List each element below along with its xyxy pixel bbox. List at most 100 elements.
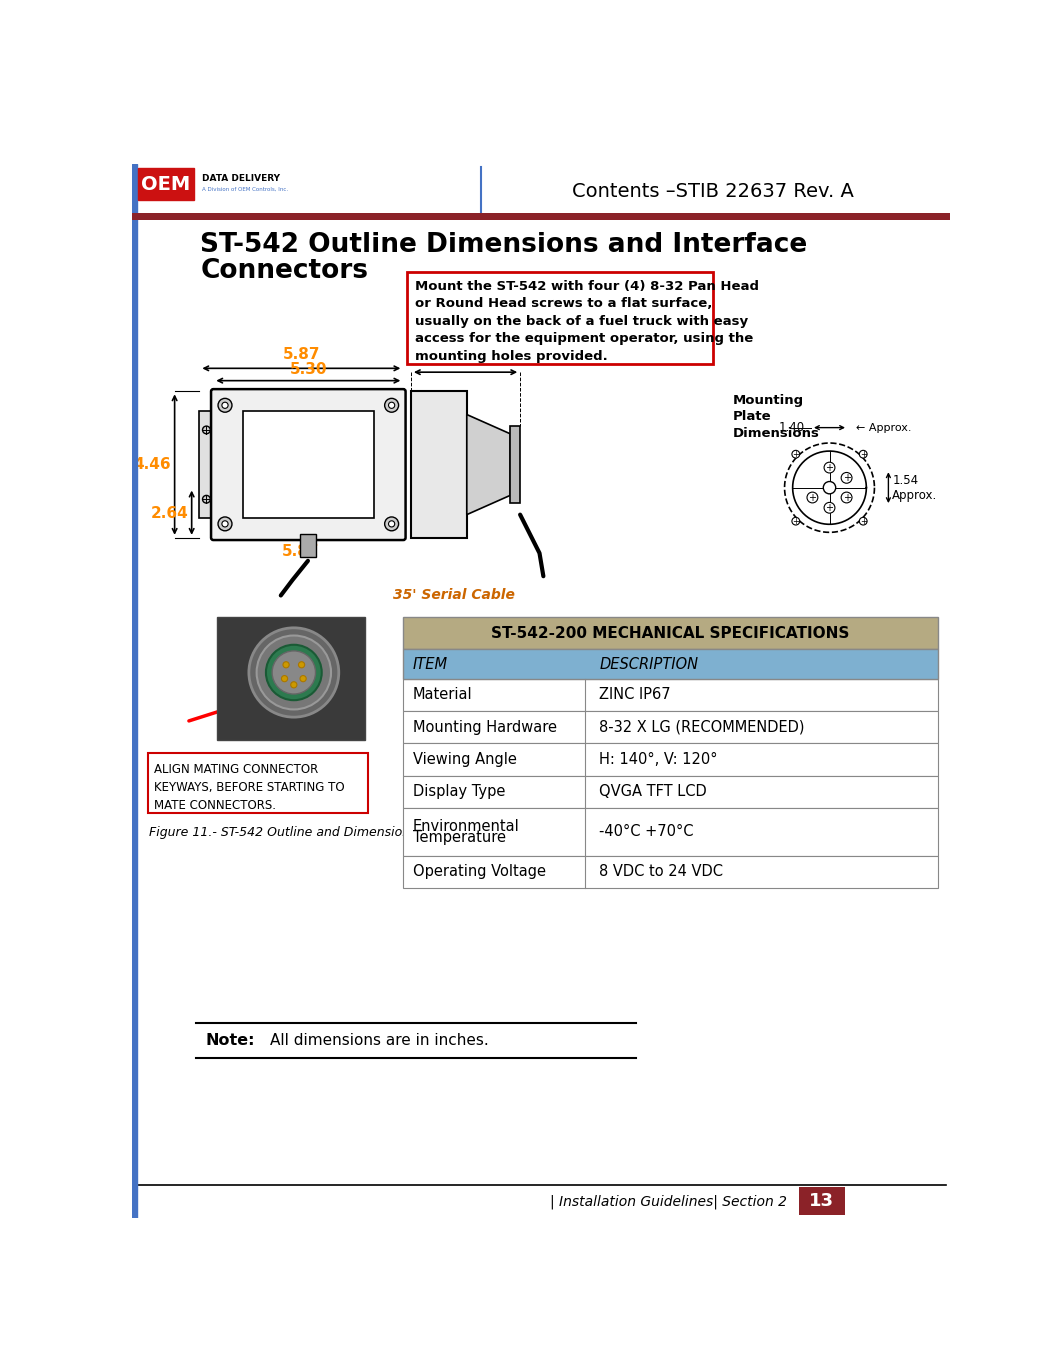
Bar xyxy=(403,617,938,649)
Text: +: + xyxy=(843,493,850,502)
Circle shape xyxy=(257,635,331,709)
Circle shape xyxy=(792,450,799,459)
Text: 4.46: 4.46 xyxy=(133,457,171,472)
Bar xyxy=(403,649,938,679)
Text: +: + xyxy=(826,463,833,472)
Bar xyxy=(132,164,136,1218)
Text: +: + xyxy=(860,449,867,459)
Circle shape xyxy=(384,517,398,531)
Text: Environmental: Environmental xyxy=(413,819,520,834)
Circle shape xyxy=(860,517,867,526)
Bar xyxy=(403,679,938,711)
Bar xyxy=(148,753,369,813)
Circle shape xyxy=(290,682,297,687)
Text: 5.30: 5.30 xyxy=(289,361,327,376)
Bar xyxy=(403,808,938,856)
Text: +: + xyxy=(826,502,833,513)
Text: DESCRIPTION: DESCRIPTION xyxy=(600,657,698,672)
Text: Mount the ST-542 with four (4) 8-32 Pan Head
or Round Head screws to a flat surf: Mount the ST-542 with four (4) 8-32 Pan … xyxy=(415,279,759,363)
Text: | Installation Guidelines| Section 2: | Installation Guidelines| Section 2 xyxy=(550,1194,787,1209)
Circle shape xyxy=(203,426,210,434)
Text: Temperature: Temperature xyxy=(413,830,506,845)
Bar xyxy=(403,856,938,888)
Text: All dimensions are in inches.: All dimensions are in inches. xyxy=(270,1034,489,1049)
Text: OEM: OEM xyxy=(142,175,191,194)
Text: Viewing Angle: Viewing Angle xyxy=(413,752,516,767)
Bar xyxy=(243,411,374,519)
Text: Note:: Note: xyxy=(206,1034,256,1049)
Text: Connectors: Connectors xyxy=(201,259,369,285)
Text: 2.64: 2.64 xyxy=(151,505,189,520)
Circle shape xyxy=(249,628,339,717)
Bar xyxy=(218,617,364,741)
Text: 13: 13 xyxy=(809,1191,834,1210)
Circle shape xyxy=(266,645,322,700)
Circle shape xyxy=(281,675,287,682)
Text: -40°C +70°C: -40°C +70°C xyxy=(600,824,694,839)
Text: 6.65: 6.65 xyxy=(447,350,485,366)
Text: +: + xyxy=(843,472,850,483)
Bar xyxy=(411,392,467,538)
Bar xyxy=(132,212,950,219)
Bar xyxy=(132,164,950,216)
Text: Material: Material xyxy=(413,687,472,702)
Bar xyxy=(200,411,213,519)
Bar xyxy=(403,711,938,743)
Polygon shape xyxy=(467,415,510,515)
Text: Contents –STIB 22637 Rev. A: Contents –STIB 22637 Rev. A xyxy=(572,182,854,201)
Circle shape xyxy=(222,402,228,408)
Circle shape xyxy=(389,402,395,408)
Circle shape xyxy=(824,502,835,513)
Text: 8-32 X LG (RECOMMENDED): 8-32 X LG (RECOMMENDED) xyxy=(600,720,805,735)
Text: 1.40: 1.40 xyxy=(778,422,805,434)
Text: DATA DELIVERY: DATA DELIVERY xyxy=(202,174,280,182)
Bar xyxy=(798,1187,845,1214)
FancyBboxPatch shape xyxy=(211,389,406,539)
Circle shape xyxy=(824,463,835,472)
Text: ZINC IP67: ZINC IP67 xyxy=(600,687,671,702)
Text: ST-542-200 MECHANICAL SPECIFICATIONS: ST-542-200 MECHANICAL SPECIFICATIONS xyxy=(491,626,850,641)
Circle shape xyxy=(283,661,289,668)
Text: ← Approx.: ← Approx. xyxy=(855,423,911,433)
Circle shape xyxy=(807,491,817,502)
Circle shape xyxy=(299,661,305,668)
Circle shape xyxy=(272,650,316,694)
Bar xyxy=(408,272,713,364)
Circle shape xyxy=(300,675,306,682)
Text: ALIGN MATING CONNECTOR
KEYWAYS, BEFORE STARTING TO
MATE CONNECTORS.: ALIGN MATING CONNECTOR KEYWAYS, BEFORE S… xyxy=(154,763,344,812)
Text: A Division of OEM Controls, Inc.: A Division of OEM Controls, Inc. xyxy=(202,186,288,192)
Text: 1.54
Approx.: 1.54 Approx. xyxy=(892,474,938,501)
Text: 5.87: 5.87 xyxy=(282,543,319,559)
Bar xyxy=(510,426,521,502)
Circle shape xyxy=(792,517,799,526)
Bar xyxy=(300,534,316,557)
Text: H: 140°, V: 120°: H: 140°, V: 120° xyxy=(600,752,718,767)
Circle shape xyxy=(218,398,232,412)
Text: +: + xyxy=(792,449,799,459)
Circle shape xyxy=(218,517,232,531)
Circle shape xyxy=(203,496,210,502)
Text: ITEM: ITEM xyxy=(413,657,448,672)
Circle shape xyxy=(389,520,395,527)
Circle shape xyxy=(860,450,867,459)
Text: Operating Voltage: Operating Voltage xyxy=(413,864,546,879)
Circle shape xyxy=(824,482,835,494)
Text: 35' Serial Cable: 35' Serial Cable xyxy=(394,587,515,602)
Text: +: + xyxy=(809,493,816,502)
Text: 5.87: 5.87 xyxy=(283,348,320,363)
Text: Mounting
Plate
Dimensions: Mounting Plate Dimensions xyxy=(733,394,819,439)
Text: QVGA TFT LCD: QVGA TFT LCD xyxy=(600,784,708,799)
Bar xyxy=(138,168,194,200)
Bar xyxy=(403,776,938,808)
Text: ST-542 Outline Dimensions and Interface: ST-542 Outline Dimensions and Interface xyxy=(201,231,808,257)
Text: 3.75: 3.75 xyxy=(295,463,336,482)
Text: +: + xyxy=(860,516,867,526)
Circle shape xyxy=(222,520,228,527)
Text: Figure 11.- ST-542 Outline and Dimensions: Figure 11.- ST-542 Outline and Dimension… xyxy=(149,827,417,839)
Text: 8 VDC to 24 VDC: 8 VDC to 24 VDC xyxy=(600,864,723,879)
Circle shape xyxy=(842,491,852,502)
Text: +: + xyxy=(792,516,799,526)
Circle shape xyxy=(842,472,852,483)
Circle shape xyxy=(384,398,398,412)
Text: Mounting Hardware: Mounting Hardware xyxy=(413,720,557,735)
